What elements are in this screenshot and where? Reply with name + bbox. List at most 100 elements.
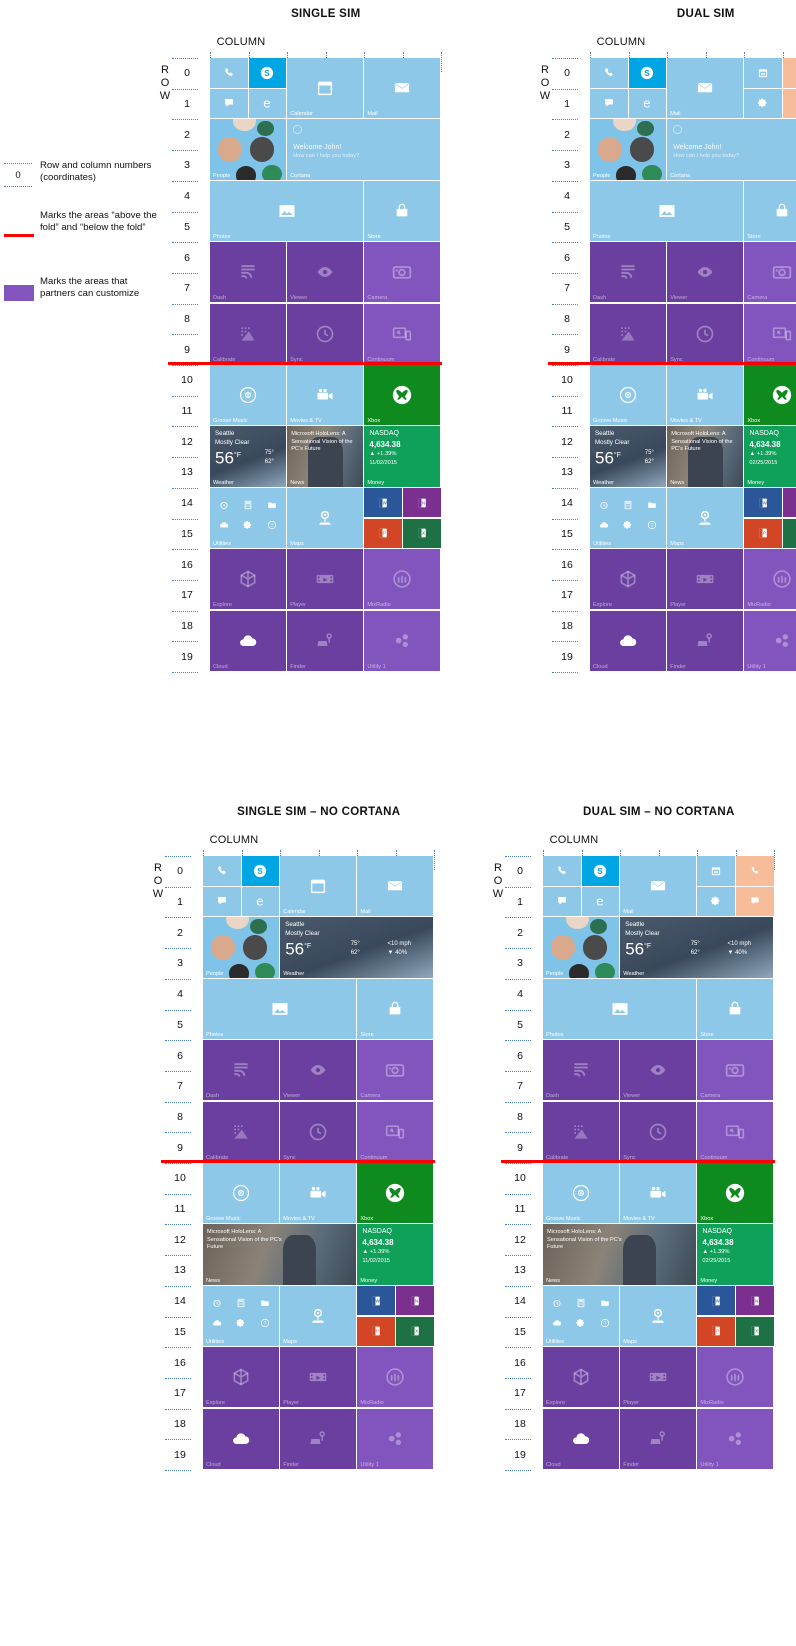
- skype-tile[interactable]: S: [248, 58, 287, 88]
- gear-icon[interactable]: [623, 520, 633, 530]
- phone-tile[interactable]: [736, 856, 774, 886]
- continuum-tile[interactable]: Continuum: [357, 1101, 434, 1162]
- cloud-icon[interactable]: [219, 520, 229, 530]
- phone-tile[interactable]: [543, 856, 581, 886]
- messaging-tile[interactable]: [590, 88, 628, 119]
- mail-tile[interactable]: Mail: [364, 58, 441, 119]
- weather-tile[interactable]: Seattle Mostly Clear 56°F 75° 62° Weather: [210, 426, 287, 487]
- alarm-icon[interactable]: [552, 1298, 562, 1308]
- files-icon[interactable]: [260, 1298, 270, 1308]
- viewer-tile[interactable]: Viewer: [620, 1040, 697, 1101]
- help-icon[interactable]: ?: [600, 1318, 610, 1328]
- gear-icon[interactable]: [576, 1318, 586, 1328]
- word-tile[interactable]: W: [364, 487, 402, 518]
- explore-tile[interactable]: Explore: [543, 1347, 620, 1408]
- xbox-tile[interactable]: Xbox: [364, 365, 441, 426]
- camera-tile[interactable]: Camera: [357, 1040, 434, 1101]
- messaging-tile[interactable]: [543, 886, 581, 917]
- player-tile[interactable]: Player: [280, 1347, 357, 1408]
- groove-music-tile[interactable]: Groove Music: [543, 1163, 620, 1224]
- messaging-tile[interactable]: [783, 88, 796, 119]
- news-tile[interactable]: Microsoft HoloLens: A Sensational Vision…: [287, 426, 364, 487]
- people-tile[interactable]: People: [203, 917, 280, 978]
- sync-tile[interactable]: Sync: [667, 303, 744, 364]
- files-icon[interactable]: [600, 1298, 610, 1308]
- gear-icon[interactable]: [243, 520, 253, 530]
- viewer-tile[interactable]: Viewer: [287, 242, 364, 303]
- word-tile[interactable]: W: [697, 1285, 735, 1316]
- movies-tv-tile[interactable]: Movies & TV: [287, 365, 364, 426]
- calendar-plain-tile[interactable]: [744, 58, 782, 88]
- onenote-tile[interactable]: N: [736, 1285, 774, 1316]
- mixradio-tile[interactable]: MixRadio: [744, 549, 796, 610]
- mixradio-tile[interactable]: MixRadio: [357, 1347, 434, 1408]
- utilities-tile[interactable]: ? Utilities: [203, 1285, 280, 1347]
- money-tile[interactable]: NASDAQ 4,634.38 ▲ +1.39% 11/02/2015 Money: [364, 426, 441, 487]
- calculator-icon[interactable]: [576, 1298, 586, 1308]
- gear-icon[interactable]: [236, 1318, 246, 1328]
- cloud-tile[interactable]: Cloud: [210, 610, 287, 671]
- calendar-plain-tile[interactable]: [697, 856, 735, 886]
- word-tile[interactable]: W: [744, 487, 782, 518]
- photos-tile[interactable]: Photos: [590, 180, 744, 242]
- calculator-icon[interactable]: [236, 1298, 246, 1308]
- edge-tile[interactable]: e: [581, 886, 620, 917]
- weather-tile[interactable]: Seattle Mostly Clear 56°F 75° 62° <10 mph ▼ 40…: [280, 917, 434, 978]
- mixradio-tile[interactable]: MixRadio: [364, 549, 441, 610]
- cortana-tile[interactable]: Welcome John! How can I help you today? Co…: [287, 119, 441, 180]
- continuum-tile[interactable]: Continuum: [744, 303, 796, 364]
- files-icon[interactable]: [647, 500, 657, 510]
- alarm-icon[interactable]: [599, 500, 609, 510]
- cortana-tile[interactable]: Welcome John! How can I help you today? Co…: [667, 119, 796, 180]
- movies-tv-tile[interactable]: Movies & TV: [620, 1163, 697, 1224]
- mail-tile[interactable]: Mail: [667, 58, 744, 119]
- explore-tile[interactable]: Explore: [590, 549, 667, 610]
- calibrate-tile[interactable]: Calibrate: [590, 303, 667, 364]
- maps-tile[interactable]: Maps: [280, 1285, 357, 1347]
- money-tile[interactable]: NASDAQ 4,634.38 ▲ +1.39% 11/02/2015 Money: [357, 1224, 434, 1285]
- store-tile[interactable]: Store: [697, 978, 774, 1040]
- player-tile[interactable]: Player: [620, 1347, 697, 1408]
- finder-tile[interactable]: Finder: [280, 1408, 357, 1469]
- gear-tile[interactable]: [744, 88, 782, 119]
- groove-music-tile[interactable]: Groove Music: [210, 365, 287, 426]
- skype-tile[interactable]: S: [241, 856, 280, 886]
- explore-tile[interactable]: Explore: [210, 549, 287, 610]
- utility-1-tile[interactable]: Utility 1: [364, 610, 441, 671]
- alarm-icon[interactable]: [219, 500, 229, 510]
- finder-tile[interactable]: Finder: [287, 610, 364, 671]
- viewer-tile[interactable]: Viewer: [667, 242, 744, 303]
- word-tile[interactable]: W: [357, 1285, 395, 1316]
- utility-1-tile[interactable]: Utility 1: [744, 610, 796, 671]
- weather-tile[interactable]: Seattle Mostly Clear 56°F 75° 62° Weather: [590, 426, 667, 487]
- onenote-tile[interactable]: N: [396, 1285, 434, 1316]
- maps-tile[interactable]: Maps: [620, 1285, 697, 1347]
- photos-tile[interactable]: Photos: [543, 978, 697, 1040]
- onenote-tile[interactable]: N: [403, 487, 441, 518]
- continuum-tile[interactable]: Continuum: [697, 1101, 774, 1162]
- finder-tile[interactable]: Finder: [620, 1408, 697, 1469]
- excel-tile[interactable]: X: [396, 1316, 434, 1347]
- maps-tile[interactable]: Maps: [287, 487, 364, 549]
- sync-tile[interactable]: Sync: [287, 303, 364, 364]
- mixradio-tile[interactable]: MixRadio: [697, 1347, 774, 1408]
- cloud-tile[interactable]: Cloud: [203, 1408, 280, 1469]
- explore-tile[interactable]: Explore: [203, 1347, 280, 1408]
- cloud-tile[interactable]: Cloud: [590, 610, 667, 671]
- skype-tile[interactable]: S: [628, 58, 667, 88]
- mail-tile[interactable]: Mail: [357, 856, 434, 917]
- sync-tile[interactable]: Sync: [620, 1101, 697, 1162]
- groove-music-tile[interactable]: Groove Music: [203, 1163, 280, 1224]
- sync-tile[interactable]: Sync: [280, 1101, 357, 1162]
- skype-tile[interactable]: S: [581, 856, 620, 886]
- player-tile[interactable]: Player: [667, 549, 744, 610]
- dash-tile[interactable]: Dash: [543, 1040, 620, 1101]
- news-tile[interactable]: Microsoft HoloLens: A Sensational Vision…: [667, 426, 744, 487]
- maps-tile[interactable]: Maps: [667, 487, 744, 549]
- messaging-tile[interactable]: [203, 886, 241, 917]
- movies-tv-tile[interactable]: Movies & TV: [667, 365, 744, 426]
- utility-1-tile[interactable]: Utility 1: [697, 1408, 774, 1469]
- calibrate-tile[interactable]: Calibrate: [210, 303, 287, 364]
- edge-tile[interactable]: e: [241, 886, 280, 917]
- finder-tile[interactable]: Finder: [667, 610, 744, 671]
